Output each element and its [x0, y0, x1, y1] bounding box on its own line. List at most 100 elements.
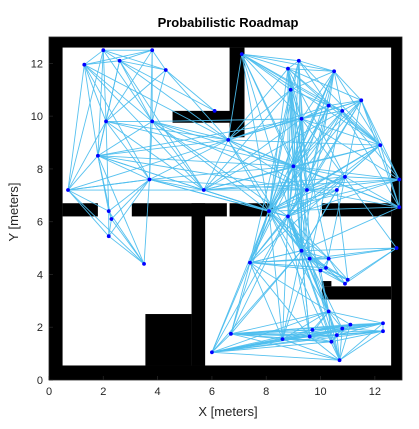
- roadmap-edge: [341, 110, 381, 146]
- roadmap-node: [394, 246, 399, 250]
- roadmap-edge: [97, 155, 145, 265]
- roadmap-edge: [320, 270, 346, 285]
- roadmap-edge: [119, 60, 215, 112]
- obstacle-10: [229, 203, 274, 217]
- roadmap-edge: [301, 206, 400, 252]
- roadmap-edge: [287, 189, 338, 217]
- roadmap-edge: [105, 120, 294, 167]
- roadmap-node: [201, 188, 206, 192]
- roadmap-node: [343, 281, 347, 286]
- roadmap-edge: [290, 70, 335, 91]
- roadmap-node: [95, 153, 100, 158]
- roadmap-node: [345, 277, 350, 282]
- y-tick-label: 2: [37, 322, 43, 334]
- axes-box: [48, 36, 403, 381]
- roadmap-edge: [152, 121, 294, 167]
- roadmap-node: [337, 358, 342, 363]
- roadmap-edge: [249, 144, 381, 263]
- roadmap-edge: [67, 179, 150, 191]
- roadmap-edge: [379, 145, 400, 208]
- roadmap-edge: [97, 155, 112, 220]
- roadmap-edge: [230, 333, 310, 337]
- roadmap-edge: [230, 262, 251, 334]
- roadmap-node: [332, 69, 337, 74]
- roadmap-edge: [83, 64, 107, 122]
- roadmap-edge: [339, 324, 351, 361]
- x-tick-label: 0: [46, 386, 52, 398]
- roadmap-edge: [230, 324, 351, 335]
- roadmap-edge: [119, 60, 229, 141]
- roadmap-edge: [84, 64, 153, 122]
- roadmap-edge: [149, 179, 289, 217]
- roadmap-edge: [149, 139, 229, 180]
- roadmap-node: [239, 52, 244, 57]
- roadmap-node: [334, 333, 339, 338]
- roadmap-node: [288, 87, 293, 92]
- roadmap-node: [381, 321, 385, 326]
- roadmap-node: [106, 209, 111, 214]
- obstacle-1: [49, 37, 63, 380]
- roadmap-edge: [241, 53, 299, 62]
- x-ticks: 0 2 4 6 8 10 12: [46, 376, 381, 398]
- roadmap-node: [299, 116, 304, 121]
- roadmap-edge: [97, 118, 302, 157]
- x-tick-label: 6: [209, 386, 215, 398]
- roadmap-edge: [111, 179, 150, 220]
- roadmap-edge: [105, 120, 229, 141]
- x-tick-label: 12: [369, 386, 381, 398]
- roadmap-edge: [292, 166, 330, 312]
- roadmap-node: [286, 66, 290, 71]
- x-tick-label: 10: [314, 386, 326, 398]
- roadmap-edge: [333, 71, 343, 111]
- roadmap-edge: [328, 247, 397, 260]
- roadmap-edge: [309, 258, 321, 271]
- x-tick-label: 2: [100, 386, 106, 398]
- roadmap-edge: [342, 99, 362, 112]
- roadmap-edge: [309, 336, 332, 343]
- roadmap-edge: [293, 165, 400, 180]
- obstacle-4: [62, 203, 98, 217]
- roadmap-edge: [105, 49, 153, 122]
- y-tick-label: 4: [37, 269, 43, 281]
- roadmap-edge: [306, 105, 330, 191]
- roadmap-edge: [301, 247, 397, 252]
- roadmap-edge: [268, 211, 283, 340]
- roadmap-edge: [119, 49, 153, 62]
- roadmap-edge: [268, 89, 292, 212]
- roadmap-edge: [301, 250, 311, 337]
- obstacle-7: [145, 314, 192, 366]
- roadmap-edge: [301, 105, 330, 251]
- roadmap-node: [326, 256, 331, 261]
- roadmap-node: [340, 108, 345, 113]
- roadmap-edge: [67, 139, 229, 191]
- roadmap-edge: [67, 189, 110, 237]
- roadmap-node: [280, 337, 285, 342]
- roadmap-edge: [152, 121, 308, 191]
- roadmap-edge: [83, 64, 205, 191]
- obstacle-11: [321, 203, 392, 217]
- roadmap-edge: [301, 110, 343, 120]
- roadmap-edge: [143, 179, 150, 264]
- roadmap-edge: [84, 60, 120, 66]
- roadmap-edge: [149, 179, 204, 191]
- roadmap-node: [299, 248, 304, 253]
- roadmap-edge: [306, 176, 346, 191]
- obstacle-0: [49, 37, 402, 48]
- y-ticks: 0 2 4 6 8 10 12: [31, 58, 53, 387]
- roadmap-edge: [165, 69, 229, 141]
- roadmap-edge: [241, 54, 270, 212]
- roadmap-edge: [211, 262, 251, 353]
- roadmap-edge: [149, 179, 307, 191]
- roadmap-edge: [151, 121, 270, 212]
- roadmap-edge: [211, 329, 313, 353]
- roadmap-edge: [67, 50, 104, 191]
- y-tick-label: 12: [31, 58, 43, 70]
- roadmap-edge: [293, 165, 346, 178]
- roadmap-node: [318, 268, 323, 273]
- roadmap-edge: [331, 330, 384, 343]
- roadmap-node: [378, 143, 383, 148]
- roadmap-edge: [320, 270, 330, 312]
- roadmap-edge: [97, 121, 107, 156]
- roadmap-edge: [230, 333, 340, 361]
